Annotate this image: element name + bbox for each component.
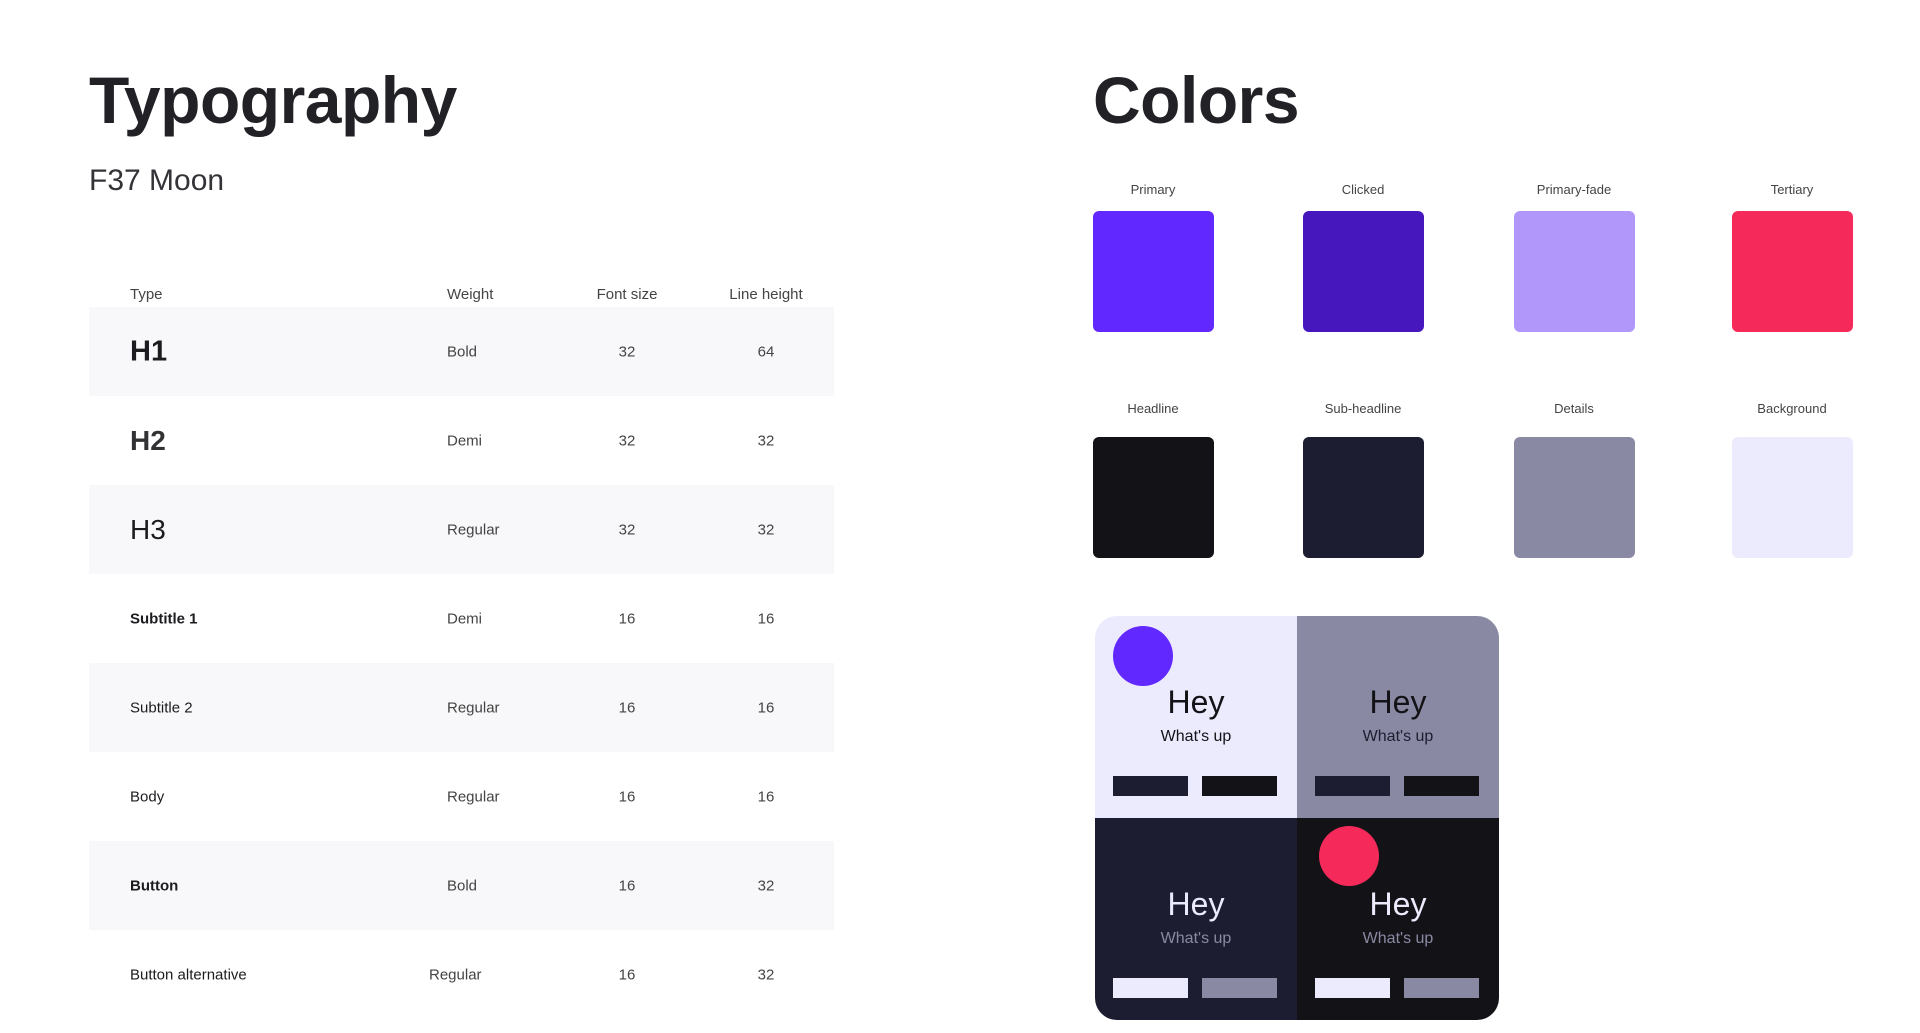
- font-size-cell: 16: [618, 699, 636, 716]
- type-cell: Button alternative: [130, 966, 247, 983]
- preview-dark: Hey What's up: [1297, 818, 1499, 1020]
- typography-title: Typography: [89, 63, 457, 137]
- table-header: Type Weight Font size Line height: [89, 270, 834, 307]
- preview-subheading: What's up: [1160, 930, 1232, 947]
- swatch-label: Headline: [1127, 401, 1179, 416]
- preview-heading: Hey: [1369, 684, 1427, 720]
- colors-title: Colors: [1093, 63, 1300, 137]
- font-size-cell: 32: [618, 521, 636, 538]
- preview-gray: Hey What's up: [1297, 616, 1499, 818]
- line-height-cell: 32: [757, 521, 775, 538]
- tertiary-dot: [1319, 826, 1379, 886]
- weight-cell: Bold: [447, 877, 478, 894]
- weight-cell: Demi: [447, 432, 483, 449]
- preview-subheading: What's up: [1362, 728, 1434, 745]
- table-row: Button Bold 16 32: [89, 841, 834, 930]
- weight-cell: Regular: [447, 521, 500, 538]
- line-height-cell: 16: [757, 610, 775, 627]
- preview-bar: [1113, 978, 1188, 998]
- header-font-size: Font size: [596, 286, 658, 303]
- table-row: H2 Demi 32 32: [89, 396, 834, 485]
- preview-heading: Hey: [1369, 886, 1427, 922]
- primary-dot: [1113, 626, 1173, 686]
- weight-cell: Regular: [429, 966, 482, 983]
- swatch-label: Background: [1757, 401, 1827, 416]
- line-height-cell: 16: [757, 788, 775, 805]
- type-cell: Subtitle 1: [130, 610, 198, 627]
- type-cell: H2: [130, 424, 166, 456]
- table-row: Subtitle 2 Regular 16 16: [89, 663, 834, 752]
- swatch-label: Sub-headline: [1324, 401, 1402, 416]
- font-size-cell: 32: [618, 343, 636, 360]
- swatch-label: Clicked: [1341, 182, 1385, 197]
- font-size-cell: 16: [618, 610, 636, 627]
- swatch-label: Primary-fade: [1536, 182, 1612, 197]
- preview-bar: [1202, 776, 1277, 796]
- font-size-cell: 16: [618, 966, 636, 983]
- line-height-cell: 32: [757, 877, 775, 894]
- swatch-label: Primary: [1130, 182, 1176, 197]
- swatch-label: Tertiary: [1770, 182, 1814, 197]
- color-swatch: [1514, 437, 1635, 558]
- weight-cell: Demi: [447, 610, 483, 627]
- preview-bar: [1404, 776, 1479, 796]
- header-type: Type: [130, 286, 163, 303]
- color-swatch: [1732, 437, 1853, 558]
- font-size-cell: 16: [618, 877, 636, 894]
- color-swatch: [1732, 211, 1853, 332]
- color-swatch: [1303, 437, 1424, 558]
- preview-bar: [1113, 776, 1188, 796]
- header-weight: Weight: [447, 286, 494, 303]
- font-size-cell: 32: [618, 432, 636, 449]
- preview-bar: [1315, 978, 1390, 998]
- table-row: Body Regular 16 16: [89, 752, 834, 841]
- weight-cell: Regular: [447, 788, 500, 805]
- preview-bar: [1404, 978, 1479, 998]
- table-row: H1 Bold 32 64: [89, 307, 834, 396]
- line-height-cell: 64: [757, 343, 775, 360]
- font-size-cell: 16: [618, 788, 636, 805]
- type-cell: H1: [130, 335, 168, 367]
- color-swatch: [1093, 211, 1214, 332]
- header-line-height: Line height: [729, 286, 803, 303]
- weight-cell: Bold: [447, 343, 478, 360]
- type-cell: Body: [130, 788, 165, 805]
- preview-subheading: What's up: [1362, 930, 1434, 947]
- typography-table: Type Weight Font size Line height H1 Bold…: [89, 270, 834, 1019]
- preview-heading: Hey: [1167, 684, 1225, 720]
- preview-light: Hey What's up: [1095, 616, 1297, 818]
- line-height-cell: 32: [757, 432, 775, 449]
- preview-bar: [1315, 776, 1390, 796]
- preview-subheading: What's up: [1160, 728, 1232, 745]
- preview-navy: Hey What's up: [1095, 818, 1297, 1020]
- type-cell: Button: [130, 877, 179, 894]
- type-cell: H3: [130, 513, 166, 545]
- preview-bar: [1202, 978, 1277, 998]
- preview-heading: Hey: [1167, 886, 1225, 922]
- swatch-label: Details: [1554, 401, 1594, 416]
- type-cell: Subtitle 2: [130, 699, 193, 716]
- table-row: H3 Regular 32 32: [89, 485, 834, 574]
- color-preview-card: Hey What's up Hey What's up Hey What's u…: [1095, 616, 1499, 1020]
- weight-cell: Regular: [447, 699, 500, 716]
- color-swatch: [1093, 437, 1214, 558]
- color-swatch: [1303, 211, 1424, 332]
- table-row: Subtitle 1 Demi 16 16: [89, 574, 834, 663]
- line-height-cell: 32: [757, 966, 775, 983]
- color-swatch: [1514, 211, 1635, 332]
- font-name: F37 Moon: [89, 164, 225, 197]
- table-row: Button alternative Regular 16 32: [89, 930, 834, 1019]
- line-height-cell: 16: [757, 699, 775, 716]
